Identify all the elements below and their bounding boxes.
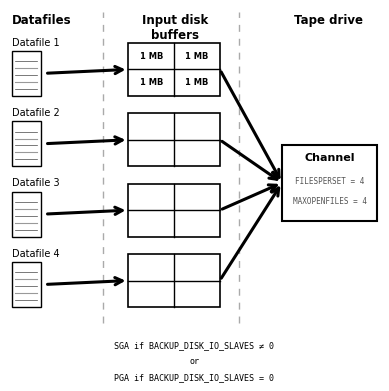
Bar (12, 262, 41, 307)
Text: Tape drive: Tape drive (294, 14, 363, 27)
Text: Datafile 4: Datafile 4 (12, 249, 59, 259)
Text: or: or (189, 357, 200, 366)
Bar (128, 43, 220, 96)
Text: Channel: Channel (305, 153, 355, 163)
Text: SGA if BACKUP_DISK_IO_SLAVES ≠ 0: SGA if BACKUP_DISK_IO_SLAVES ≠ 0 (114, 341, 275, 351)
Text: 1 MB: 1 MB (140, 78, 163, 87)
Text: Datafiles: Datafiles (12, 14, 71, 27)
Text: PGA if BACKUP_DISK_IO_SLAVES = 0: PGA if BACKUP_DISK_IO_SLAVES = 0 (114, 373, 275, 382)
Text: Datafile 3: Datafile 3 (12, 178, 59, 188)
Bar (128, 113, 220, 166)
Text: Datafile 1: Datafile 1 (12, 38, 59, 48)
Text: MAXOPENFILES = 4: MAXOPENFILES = 4 (293, 197, 367, 206)
Text: Input disk
buffers: Input disk buffers (142, 14, 208, 42)
Bar (128, 184, 220, 237)
Text: 1 MB: 1 MB (185, 52, 209, 61)
Text: 1 MB: 1 MB (140, 52, 163, 61)
Text: Datafile 2: Datafile 2 (12, 108, 60, 118)
Bar (12, 51, 41, 96)
Bar (12, 192, 41, 237)
Bar (282, 145, 377, 221)
Bar (128, 254, 220, 307)
Bar (12, 121, 41, 166)
Text: FILESPERSET = 4: FILESPERSET = 4 (295, 177, 364, 186)
Text: 1 MB: 1 MB (185, 78, 209, 87)
